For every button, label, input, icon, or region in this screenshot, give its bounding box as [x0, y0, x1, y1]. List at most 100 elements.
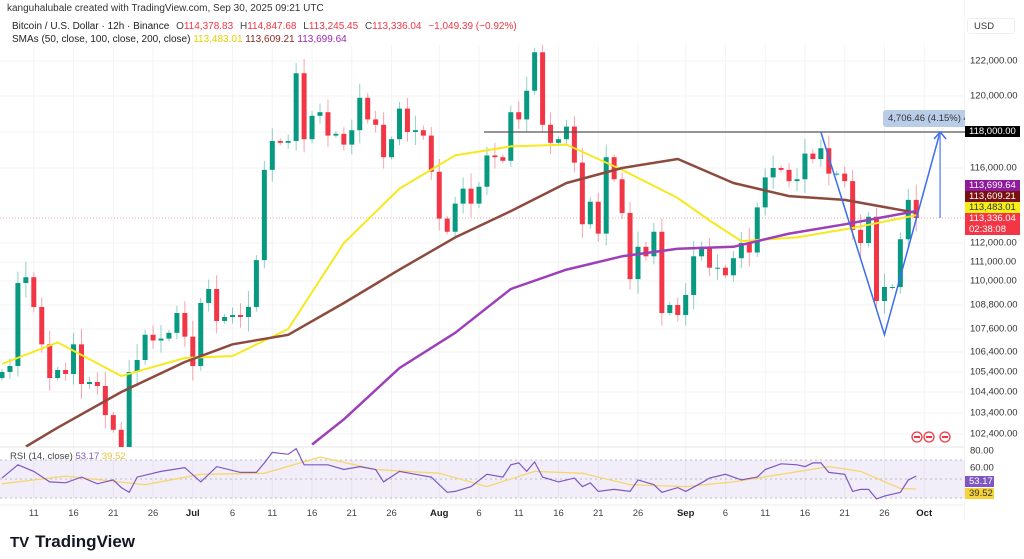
- candle-body: [357, 97, 363, 131]
- x-tick-label: 6: [476, 508, 482, 519]
- candle-body: [214, 289, 220, 321]
- x-tick-label: 6: [229, 508, 236, 519]
- rsi-tick-60: 60.00: [970, 462, 994, 474]
- candle-body: [675, 305, 681, 315]
- sma100-line: [25, 157, 917, 447]
- rsi-pane: [0, 447, 965, 500]
- price-chart[interactable]: [0, 0, 965, 525]
- sma-label[interactable]: SMAs (50, close, 100, close, 200, close): [12, 34, 191, 45]
- candle-body: [460, 188, 466, 204]
- candle-body: [94, 382, 100, 386]
- candle-body: [715, 267, 720, 269]
- candle-body: [341, 133, 347, 145]
- candle-body: [333, 133, 339, 136]
- currency-button[interactable]: USD: [967, 18, 1015, 34]
- x-tick-label: 26: [879, 508, 890, 519]
- candle-body: [23, 277, 29, 283]
- candle-body: [381, 124, 387, 158]
- main-pane: [0, 45, 965, 447]
- candle-body: [802, 153, 808, 180]
- rsi-ma-price-label: 39.52: [965, 488, 994, 499]
- candle-body: [118, 429, 124, 447]
- tradingview-logo-icon: TV: [10, 533, 30, 551]
- candle-body: [86, 382, 92, 384]
- candle-body: [532, 52, 538, 91]
- candle-body: [889, 287, 895, 288]
- level-price-label: 118,000.00: [965, 126, 1020, 137]
- x-tick-label: Sep: [676, 508, 695, 519]
- candle-body: [659, 231, 665, 313]
- candle-body: [325, 112, 331, 136]
- grid: [0, 0, 965, 520]
- candle-body: [166, 332, 172, 339]
- tradingview-logo[interactable]: TV TradingView: [10, 532, 135, 552]
- candle-body: [492, 155, 498, 158]
- candle-body: [881, 287, 887, 301]
- y-tick-label: 104,400.00: [970, 386, 1018, 398]
- sma50-price-label: 113,483.01: [965, 202, 1020, 213]
- candle-body: [63, 370, 69, 374]
- y-tick-label: 116,000.00: [970, 162, 1017, 174]
- candle-body: [269, 141, 275, 170]
- last-price-label: 113,336.04 02:38:08: [965, 213, 1020, 235]
- candle-body: [770, 168, 776, 178]
- candle-body: [707, 246, 713, 268]
- candle-body: [15, 283, 21, 366]
- candle-body: [905, 199, 911, 240]
- candle-body: [556, 139, 561, 143]
- candle-body: [691, 256, 697, 295]
- x-tick-label: 21: [839, 508, 850, 519]
- candle-body: [373, 119, 379, 125]
- candle-body: [198, 303, 204, 366]
- candle-body: [142, 334, 148, 360]
- close-label: C: [364, 21, 373, 32]
- y-tick-label: 107,600.00: [970, 323, 1018, 335]
- candle-body: [834, 173, 840, 175]
- candle-body: [261, 169, 267, 261]
- candle-body: [738, 243, 744, 259]
- brand-name: TradingView: [35, 532, 135, 551]
- x-tick-label: Jul: [185, 508, 200, 519]
- candle-body: [79, 344, 84, 384]
- x-tick-label: 16: [306, 508, 318, 519]
- candle-body: [190, 336, 196, 366]
- chart-legend: Bitcoin / U.S. Dollar · 12h · Binance O1…: [12, 20, 517, 46]
- candle-body: [579, 162, 585, 225]
- arrow-head-icon: [933, 130, 947, 140]
- close-value: 113,336.04: [372, 21, 422, 32]
- candle-body: [253, 260, 259, 307]
- candle-body: [858, 229, 864, 243]
- candle-body: [0, 372, 5, 378]
- sma200-value: 113,699.64: [297, 34, 347, 45]
- pattern-drawing: [820, 131, 941, 338]
- candle-body: [174, 313, 180, 333]
- candle-body: [794, 179, 800, 182]
- candle-body: [309, 115, 315, 140]
- candle-body: [818, 148, 824, 159]
- rsi-tick-80: 80.00: [970, 445, 994, 457]
- candle-body: [150, 334, 156, 341]
- measure-label[interactable]: 4,706.46 (4.15%) 4706: [883, 110, 965, 127]
- sma100-value: 113,609.21: [245, 34, 295, 45]
- candle-body: [436, 171, 442, 219]
- x-tick-label: 11: [267, 508, 278, 519]
- y-tick-label: 110,000.00: [970, 275, 1017, 287]
- y-tick-label: 103,400.00: [970, 407, 1018, 419]
- sma50-value: 113,483.01: [193, 34, 243, 45]
- candle-body: [786, 169, 792, 182]
- candle-body: [428, 135, 434, 172]
- candle-body: [913, 199, 919, 218]
- candle-body: [587, 201, 593, 225]
- candle-body: [55, 370, 61, 378]
- candle-body: [206, 289, 212, 303]
- rsi-value: 53.17: [75, 451, 100, 462]
- y-tick-label: 102,400.00: [970, 428, 1018, 440]
- candle-body: [508, 112, 514, 161]
- symbol-title[interactable]: Bitcoin / U.S. Dollar · 12h · Binance: [12, 21, 170, 32]
- price-axis[interactable]: USD 122,000.00 120,000.00 116,000.00 112,00…: [965, 0, 1024, 520]
- candle-body: [850, 181, 856, 230]
- candle-body: [7, 366, 13, 372]
- candle-body: [349, 130, 355, 145]
- rsi-label[interactable]: RSI (14, close): [10, 451, 73, 462]
- x-tick-label: 6: [722, 508, 729, 519]
